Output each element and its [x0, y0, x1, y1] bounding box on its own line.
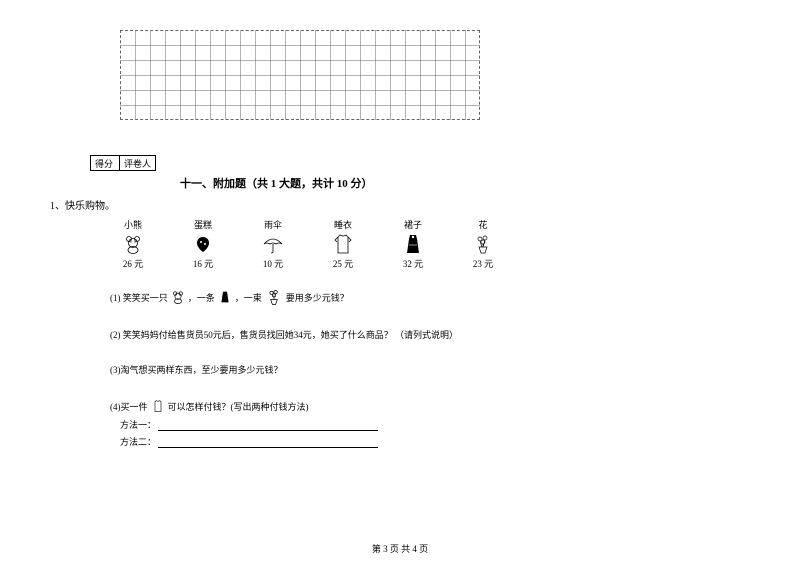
skirt-icon — [217, 289, 233, 305]
sq1-text-3: ，一束 — [235, 291, 262, 304]
item-price: 10 元 — [263, 257, 283, 270]
score-cell-score: 得分 — [90, 155, 120, 171]
score-table: 得分 评卷人 — [90, 155, 710, 171]
answer-grid — [120, 30, 480, 120]
question-number: 1、快乐购物。 — [50, 197, 710, 212]
pajamas-icon — [331, 233, 355, 255]
item-flower: 花 23 元 — [460, 218, 506, 270]
item-bear: 小熊 26 元 — [110, 218, 156, 270]
sq3-text: (3)淘气想买两样东西，至少要用多少元钱？ — [110, 363, 283, 376]
cake-icon — [191, 233, 215, 255]
method-2-line: 方法二： — [120, 435, 710, 448]
item-pajamas: 睡衣 25 元 — [320, 218, 366, 270]
flower-icon — [471, 233, 495, 255]
method-2-blank[interactable] — [158, 438, 378, 448]
pajamas-icon — [150, 398, 166, 414]
sq1-text-4: 要用多少元钱？ — [286, 291, 349, 304]
bear-icon — [121, 233, 145, 255]
item-price: 25 元 — [333, 257, 353, 270]
sub-question-2: (2) 笑笑妈妈付给售货员50元后，售货员找回她34元，她买了什么商品？ （请列… — [110, 328, 710, 341]
page-footer: 第 3 页 共 4 页 — [0, 542, 800, 555]
method-1-label: 方法一： — [120, 418, 156, 431]
section-title: 十一、附加题（共 1 大题，共计 10 分） — [180, 175, 710, 191]
sq2-text: (2) 笑笑妈妈付给售货员50元后，售货员找回她34元，她买了什么商品？ （请列… — [110, 328, 458, 341]
sq1-text-1: (1) 笑笑买一只 — [110, 291, 168, 304]
item-label: 雨伞 — [264, 218, 282, 231]
item-price: 23 元 — [473, 257, 493, 270]
item-label: 蛋糕 — [194, 218, 212, 231]
method-2-label: 方法二： — [120, 435, 156, 448]
sub-question-1: (1) 笑笑买一只 ，一条 ，一束 要用多少元钱？ — [110, 288, 710, 306]
skirt-icon — [401, 233, 425, 255]
umbrella-icon — [261, 233, 285, 255]
item-umbrella: 雨伞 10 元 — [250, 218, 296, 270]
sq4-text-1: (4)买一件 — [110, 400, 148, 413]
sq1-text-2: ，一条 — [188, 291, 215, 304]
sub-question-3: (3)淘气想买两样东西，至少要用多少元钱？ — [110, 363, 710, 376]
item-price: 32 元 — [403, 257, 423, 270]
item-label: 睡衣 — [334, 218, 352, 231]
item-skirt: 裙子 32 元 — [390, 218, 436, 270]
score-cell-grader: 评卷人 — [120, 155, 156, 171]
sub-question-4: (4)买一件 可以怎样付钱？(写出两种付钱方法) — [110, 398, 710, 414]
item-label: 小熊 — [124, 218, 142, 231]
item-label: 裙子 — [404, 218, 422, 231]
method-1-blank[interactable] — [158, 421, 378, 431]
sq4-text-2: 可以怎样付钱？(写出两种付钱方法) — [168, 400, 309, 413]
shopping-items-row: 小熊 26 元 蛋糕 16 元 雨伞 10 元 睡衣 25 元 裙子 32 元 … — [110, 218, 710, 270]
item-price: 26 元 — [123, 257, 143, 270]
item-price: 16 元 — [193, 257, 213, 270]
method-1-line: 方法一： — [120, 418, 710, 431]
bear-icon — [170, 289, 186, 305]
item-label: 花 — [478, 218, 487, 231]
item-cake: 蛋糕 16 元 — [180, 218, 226, 270]
flower-icon — [264, 288, 284, 306]
